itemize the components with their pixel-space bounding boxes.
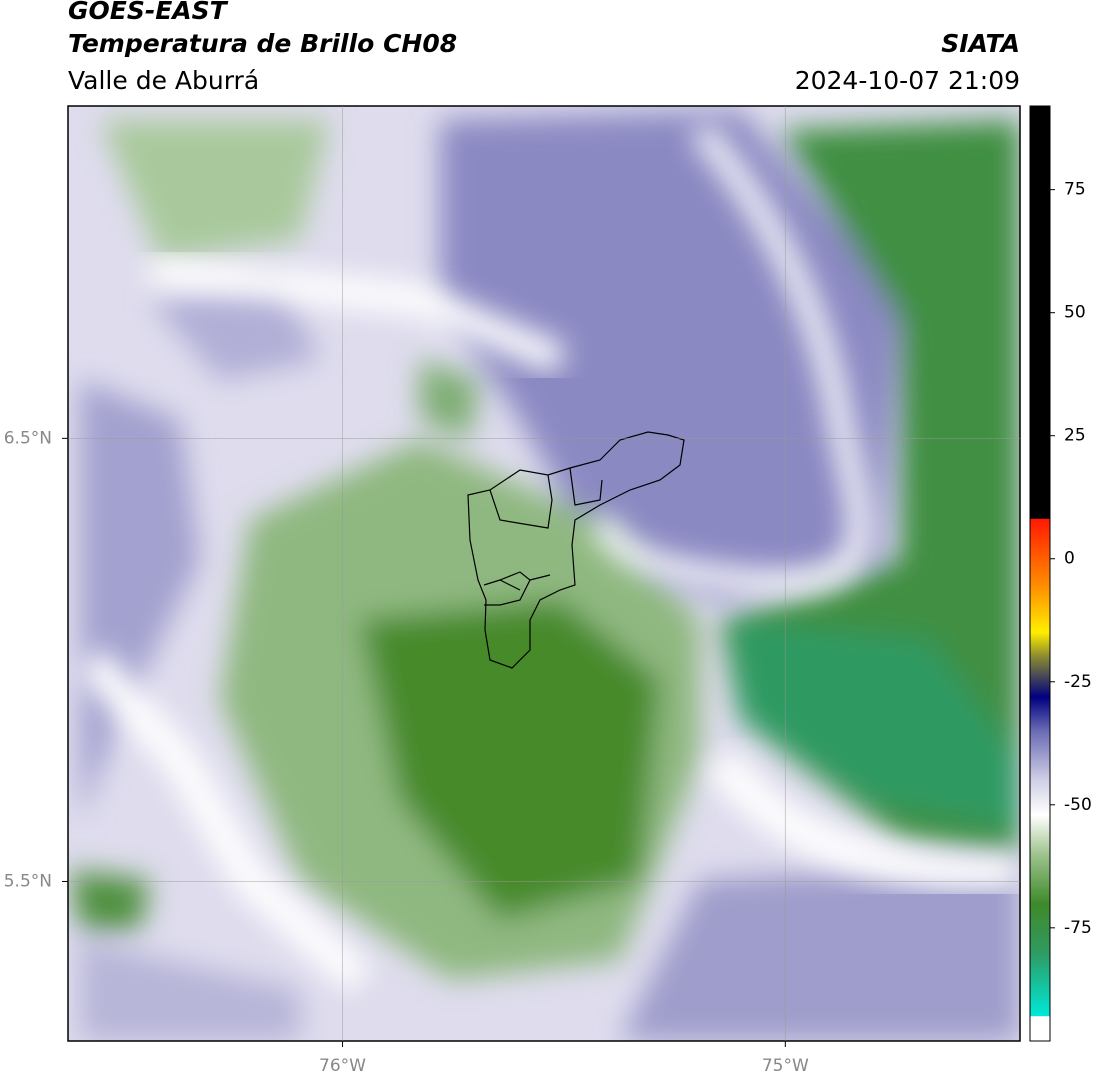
y-tick-label: 6.5°N xyxy=(4,428,52,448)
colorbar-tick-label: 75 xyxy=(1064,180,1086,200)
x-tick-label: 75°W xyxy=(762,1056,809,1076)
subtitle: Temperatura de Brillo CH08 xyxy=(68,29,457,58)
colorbar-tick-label: -25 xyxy=(1064,672,1092,692)
colorbar-tick-label: 0 xyxy=(1064,549,1075,569)
y-tick-label: 5.5°N xyxy=(4,871,52,891)
map-frame xyxy=(67,105,1021,1042)
title: GOES-EAST xyxy=(68,0,229,25)
colorbar-tick-label: -50 xyxy=(1064,795,1092,815)
map-field xyxy=(68,106,1020,1041)
region: Valle de Aburrá xyxy=(68,66,259,95)
source: SIATA xyxy=(941,29,1020,58)
colorbar xyxy=(1029,105,1051,1042)
colorbar-tick-label: 25 xyxy=(1064,426,1086,446)
x-tick-label: 76°W xyxy=(319,1056,366,1076)
colorbar-tick-label: 50 xyxy=(1064,303,1086,323)
datetime: 2024-10-07 21:09 xyxy=(795,66,1020,95)
valley-boundary xyxy=(467,431,685,669)
colorbar-tick-label: -75 xyxy=(1064,918,1092,938)
